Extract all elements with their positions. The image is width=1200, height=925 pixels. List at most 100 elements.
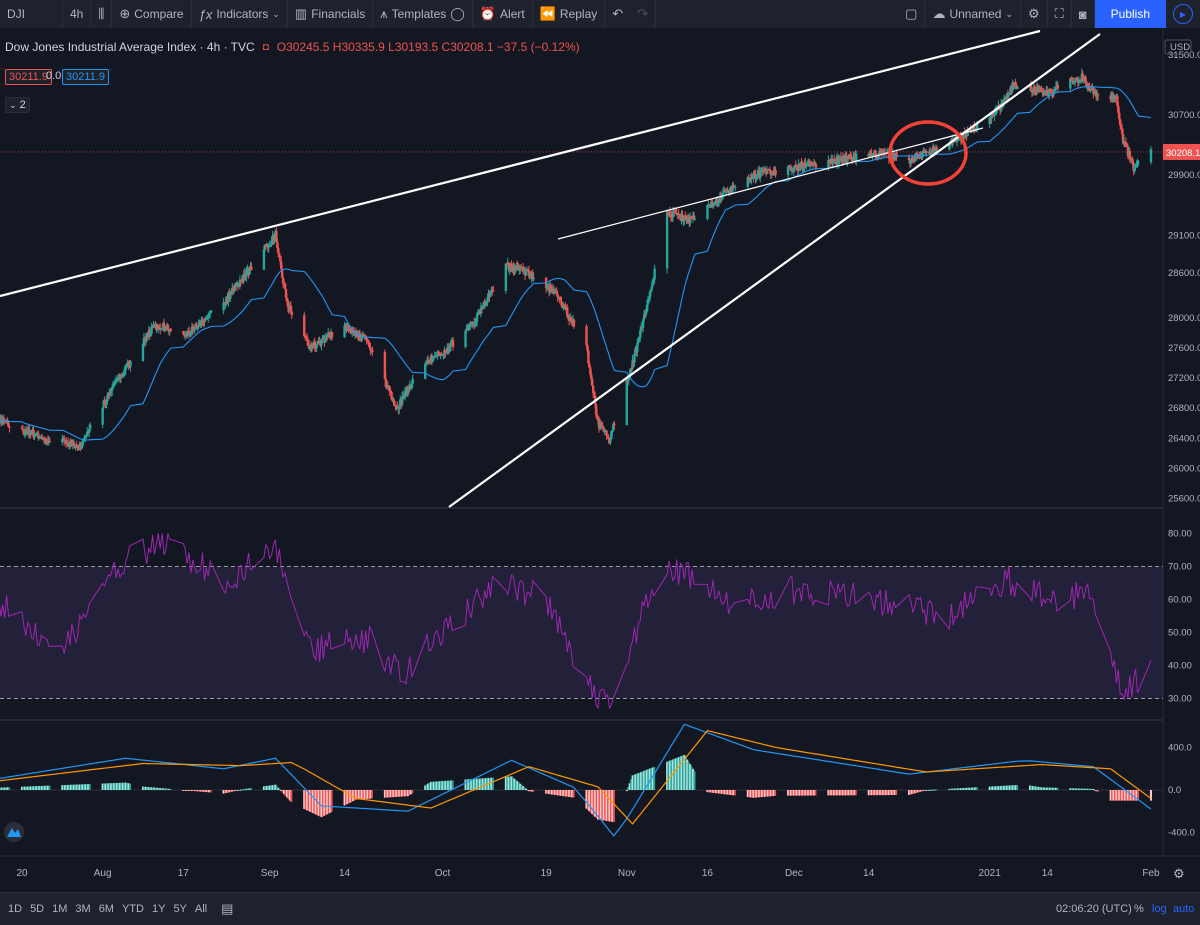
- redo-icon: ↷: [637, 6, 648, 22]
- symbol-search[interactable]: DJI: [0, 0, 63, 28]
- candle-body: [371, 350, 373, 352]
- x-tick-label: 16: [702, 868, 714, 879]
- ohlc-values: O30245.5 H30335.9 L30193.5 C30208.1 −37.…: [277, 40, 580, 54]
- log-toggle[interactable]: log: [1152, 903, 1167, 915]
- y-tick-label: 26400.0: [1168, 433, 1200, 444]
- macd-histogram-bar: [814, 790, 816, 795]
- bar-chart-icon: ▥: [295, 6, 307, 22]
- gear-icon: ⚙: [1028, 6, 1040, 22]
- snapshot-button[interactable]: ◙: [1072, 0, 1095, 28]
- candle-body: [532, 278, 534, 279]
- publish-label: Publish: [1111, 7, 1150, 21]
- function-icon: ƒx: [199, 7, 213, 22]
- chart-canvas[interactable]: 20Aug17Sep14Oct19Nov16Dec14202114Feb11Ma…: [0, 28, 1200, 892]
- compare-button[interactable]: ⊕ Compare: [112, 0, 191, 28]
- macd-histogram-bar: [532, 790, 534, 792]
- percent-toggle[interactable]: %: [1134, 903, 1144, 915]
- alert-button[interactable]: ⏰Alert: [473, 0, 533, 28]
- y-tick-label: 25600.0: [1168, 493, 1200, 504]
- candle-body: [855, 154, 857, 161]
- x-tick-label: 14: [1042, 868, 1054, 879]
- range-5y[interactable]: 5Y: [169, 903, 190, 915]
- calendar-icon[interactable]: ▤: [221, 901, 233, 917]
- rsi-band: [0, 567, 1163, 699]
- templates-button[interactable]: ⩚Templates◯: [373, 0, 473, 28]
- macd-histogram-bar: [331, 790, 333, 812]
- square-icon: ▢: [905, 6, 917, 22]
- macd-histogram-bar: [1016, 785, 1018, 790]
- macd-histogram-bar: [1056, 788, 1058, 790]
- range-all[interactable]: All: [191, 903, 211, 915]
- macd-histogram-bar: [89, 784, 91, 790]
- settings-button[interactable]: ⚙: [1021, 0, 1048, 28]
- candle-body: [936, 147, 938, 149]
- undo-button[interactable]: ↶: [605, 0, 630, 28]
- layout-name-button[interactable]: ☁Unnamed⌄: [925, 0, 1021, 28]
- x-tick-label: 20: [16, 868, 28, 879]
- macd-histogram-bar: [935, 789, 937, 790]
- range-5d[interactable]: 5D: [26, 903, 48, 915]
- candle-body: [331, 332, 333, 337]
- macd-histogram-bar: [8, 787, 10, 790]
- range-1d[interactable]: 1D: [4, 903, 26, 915]
- layout-toggle-button[interactable]: ▢: [898, 0, 925, 28]
- x-tick-label: Dec: [785, 868, 803, 879]
- alert-label: Alert: [500, 7, 525, 21]
- auto-toggle[interactable]: auto: [1173, 903, 1194, 915]
- candle-body: [1137, 162, 1139, 163]
- macd-histogram-bar: [492, 778, 494, 790]
- chart-style-button[interactable]: ⫼: [91, 0, 112, 28]
- candle-body: [605, 430, 607, 436]
- y-tick-label: 30700.0: [1168, 110, 1200, 121]
- macd-tick-label: 0.0: [1168, 785, 1181, 796]
- macd-histogram-bar: [734, 790, 736, 795]
- macd-histogram-bar: [613, 790, 615, 822]
- plus-circle-icon: ⊕: [119, 6, 130, 22]
- publish-button[interactable]: Publish: [1095, 0, 1166, 28]
- redo-button[interactable]: ↷: [630, 0, 656, 28]
- interval-label: 4h: [70, 7, 83, 21]
- range-1y[interactable]: 1Y: [148, 903, 169, 915]
- fullscreen-button[interactable]: ⛶: [1048, 0, 1072, 28]
- rewind-icon: ⏪: [540, 6, 556, 22]
- macd-histogram-bar: [693, 771, 695, 790]
- candle-body: [210, 310, 212, 312]
- financials-label: Financials: [311, 7, 365, 21]
- candle-body: [1097, 95, 1099, 96]
- candle-body: [1084, 77, 1086, 82]
- range-3m[interactable]: 3M: [71, 903, 94, 915]
- x-tick-label: 19: [541, 868, 553, 879]
- compare-label: Compare: [134, 7, 183, 21]
- current-price-label: 30208.1: [1166, 148, 1200, 159]
- macd-histogram-bar: [371, 790, 373, 798]
- candle-body: [412, 379, 414, 384]
- rsi-tick-label: 70.00: [1168, 562, 1192, 573]
- candle-body: [846, 159, 848, 161]
- interval-button[interactable]: 4h: [63, 0, 91, 28]
- publish-play-button[interactable]: ▶: [1166, 0, 1200, 28]
- y-tick-label: 29100.0: [1168, 230, 1200, 241]
- candle-body: [694, 219, 696, 220]
- ask-badge: 30211.9: [62, 69, 109, 85]
- rsi-tick-label: 60.00: [1168, 595, 1192, 606]
- candle-body: [626, 379, 628, 425]
- candle-body: [1057, 85, 1059, 89]
- replay-button[interactable]: ⏪Replay: [533, 0, 606, 28]
- range-ytd[interactable]: YTD: [118, 903, 148, 915]
- candle-body: [464, 331, 466, 347]
- candle-body: [263, 249, 265, 269]
- range-6m[interactable]: 6M: [95, 903, 118, 915]
- currency-label: USD: [1170, 42, 1190, 53]
- macd-histogram-bar: [290, 790, 292, 802]
- fullscreen-icon: ⛶: [1055, 6, 1064, 22]
- rsi-tick-label: 30.00: [1168, 694, 1192, 705]
- financials-button[interactable]: ▥ Financials: [288, 0, 373, 28]
- x-tick-label: Aug: [94, 868, 112, 879]
- macd-histogram-bar: [1150, 790, 1152, 801]
- candle-body: [49, 441, 51, 442]
- x-tick-label: Feb: [1142, 868, 1160, 879]
- indicators-toggle[interactable]: ⌄ 2: [5, 97, 30, 113]
- macd-histogram-bar: [525, 789, 527, 790]
- range-1m[interactable]: 1M: [48, 903, 71, 915]
